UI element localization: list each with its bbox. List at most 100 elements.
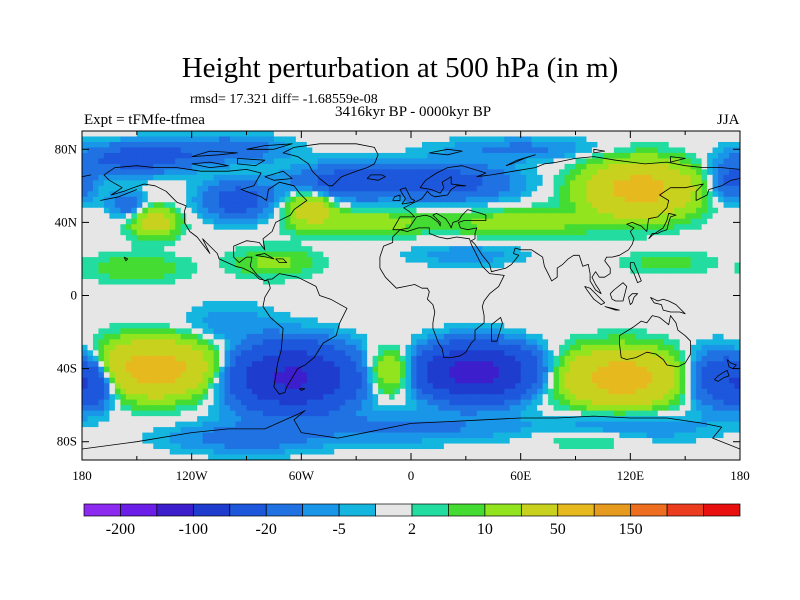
field-cell: [421, 311, 429, 319]
field-cell: [526, 246, 533, 253]
field-cell: [317, 333, 324, 340]
field-cell: [345, 136, 352, 143]
field-cell: [630, 213, 637, 220]
field-cell: [345, 141, 352, 149]
field-cell: [164, 328, 171, 335]
field-cell: [701, 174, 708, 181]
field-cell: [158, 284, 165, 291]
field-cell: [87, 218, 94, 225]
field-cell: [312, 317, 319, 324]
field-cell: [537, 279, 544, 286]
field-cell: [142, 350, 149, 357]
field-cell: [290, 339, 297, 346]
field-cell: [509, 158, 516, 165]
field-cell: [449, 213, 456, 220]
field-cell: [208, 185, 215, 192]
field-cell: [663, 185, 670, 192]
field-cell: [674, 306, 681, 313]
field-cell: [191, 251, 198, 258]
field-cell: [197, 207, 204, 214]
field-cell: [421, 306, 429, 313]
field-cell: [646, 328, 653, 335]
field-cell: [482, 202, 489, 209]
field-cell: [712, 317, 719, 324]
field-cell: [559, 273, 566, 280]
field-cell: [219, 339, 226, 346]
field-cell: [729, 350, 736, 357]
field-cell: [707, 207, 714, 214]
field-cell: [103, 158, 111, 165]
field-cell: [334, 268, 341, 275]
field-cell: [679, 350, 686, 357]
field-cell: [471, 141, 478, 149]
field-cell: [284, 224, 291, 231]
field-cell: [482, 350, 489, 357]
field-cell: [147, 235, 154, 242]
field-cell: [125, 262, 132, 269]
field-cell: [553, 300, 560, 308]
field-cell: [465, 152, 472, 160]
field-cell: [131, 273, 138, 280]
field-cell: [92, 290, 100, 297]
field-cell: [597, 268, 604, 275]
field-cell: [635, 290, 642, 297]
field-cell: [273, 355, 280, 362]
field-cell: [624, 279, 631, 286]
field-cell: [109, 213, 116, 220]
field-cell: [131, 284, 138, 291]
field-cell: [685, 191, 692, 198]
field-cell: [389, 147, 396, 154]
field-cell: [405, 152, 412, 160]
field-cell: [564, 295, 571, 302]
field-cell: [175, 141, 182, 149]
field-cell: [542, 350, 549, 357]
field-cell: [652, 131, 659, 138]
field-cell: [328, 333, 335, 340]
field-cell: [356, 300, 363, 308]
field-cell: [92, 152, 100, 160]
field-cell: [268, 246, 275, 253]
field-cell: [295, 131, 302, 138]
field-cell: [394, 213, 401, 220]
field-cell: [498, 224, 505, 231]
field-cell: [169, 262, 176, 269]
field-cell: [668, 268, 675, 275]
field-cell: [696, 257, 703, 264]
field-cell: [460, 328, 467, 335]
field-cell: [652, 152, 659, 160]
field-cell: [323, 290, 330, 297]
field-cell: [679, 207, 686, 214]
field-cell: [120, 147, 127, 154]
field-cell: [372, 279, 379, 286]
field-cell: [723, 141, 730, 149]
field-cell: [624, 235, 631, 242]
field-cell: [125, 268, 132, 275]
field-cell: [284, 131, 291, 138]
field-cell: [476, 344, 483, 351]
field-cell: [471, 300, 478, 308]
field-cell: [707, 350, 714, 357]
field-cell: [421, 284, 429, 291]
field-cell: [586, 339, 593, 346]
field-cell: [257, 196, 264, 203]
field-cell: [125, 202, 132, 209]
field-cell: [136, 268, 143, 275]
field-cell: [350, 224, 357, 231]
field-cell: [350, 251, 357, 258]
field-cell: [438, 191, 445, 198]
field-cell: [564, 246, 571, 253]
field-cell: [476, 235, 483, 242]
field-cell: [504, 257, 511, 264]
field-cell: [504, 251, 511, 258]
field-cell: [268, 163, 275, 170]
field-cell: [230, 213, 237, 220]
field-cell: [394, 339, 401, 346]
field-cell: [213, 246, 220, 253]
field-cell: [136, 300, 143, 308]
field-cell: [690, 202, 697, 209]
field-cell: [421, 136, 429, 143]
field-cell: [537, 322, 544, 329]
field-cell: [460, 158, 467, 165]
field-cell: [734, 300, 740, 308]
field-cell: [268, 300, 275, 308]
